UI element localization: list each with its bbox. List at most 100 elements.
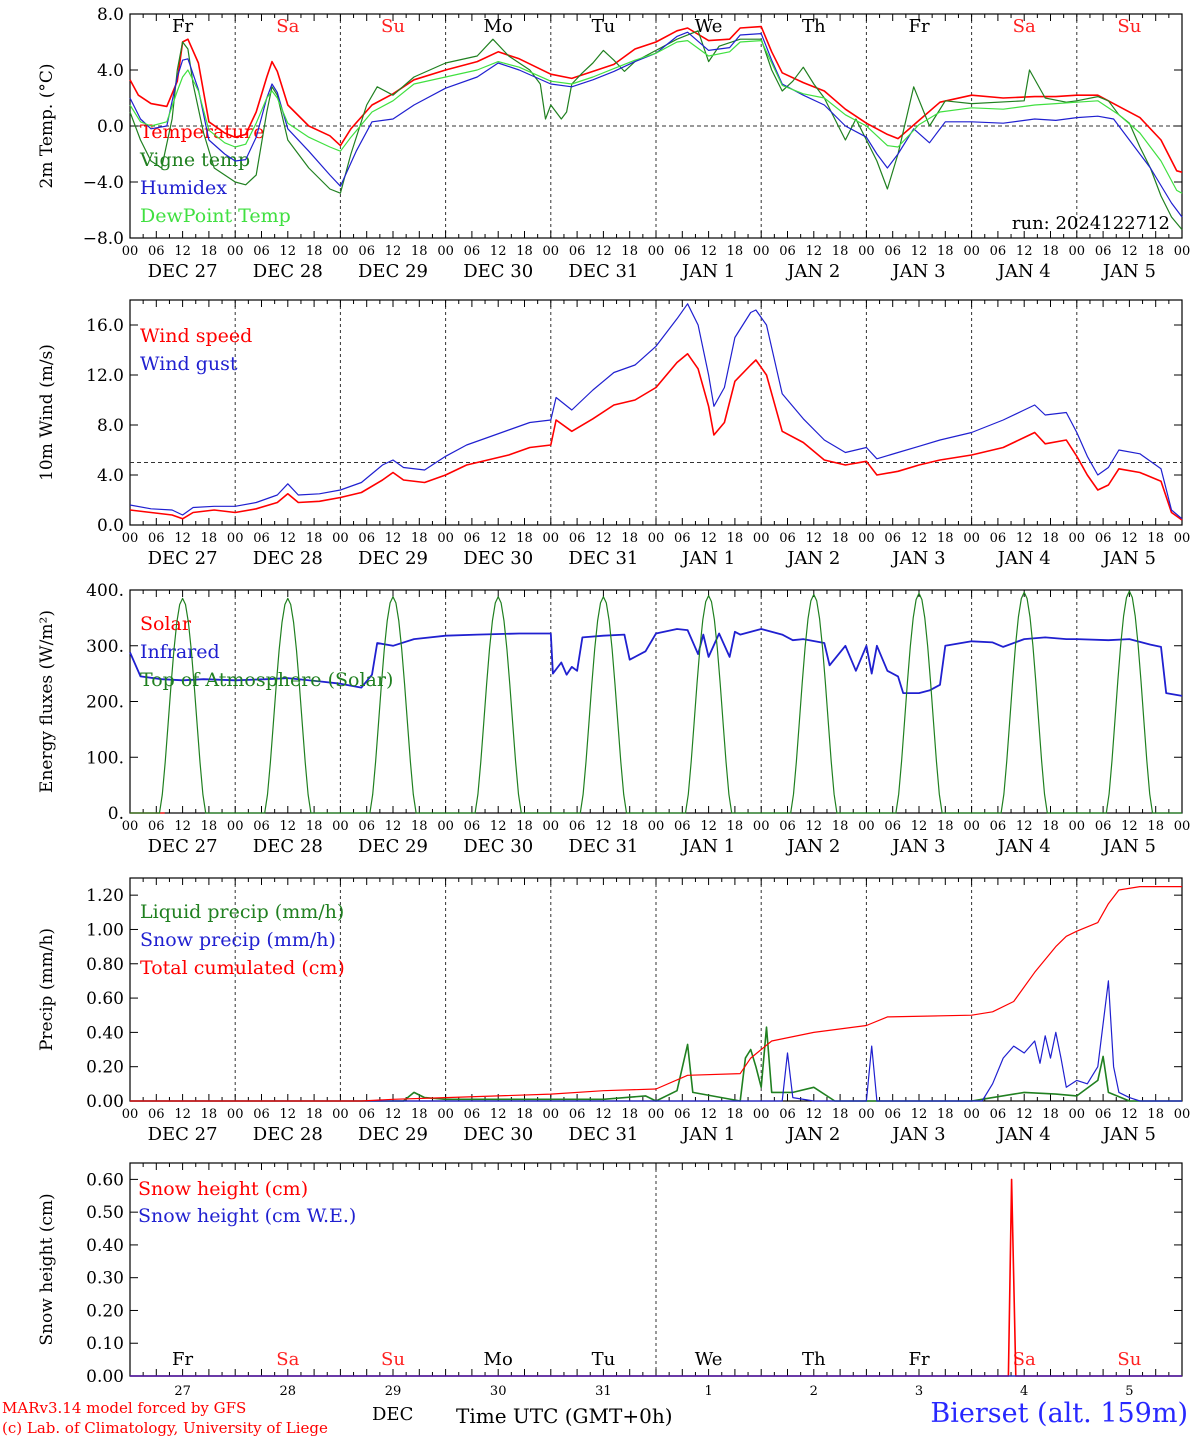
hour-tick-label: 00 [963, 819, 980, 834]
hour-tick-label: 18 [411, 1107, 428, 1122]
date-label: JAN 1 [680, 548, 735, 569]
date-label: JAN 1 [680, 261, 735, 282]
hour-tick-label: 18 [1042, 1107, 1059, 1122]
date-label: DEC 27 [148, 548, 218, 569]
weekday-label: Fr [172, 16, 193, 37]
plot-frame [129, 589, 1183, 814]
hour-tick-label: 18 [1147, 244, 1164, 259]
day-number-label: 27 [174, 1384, 191, 1399]
hour-tick-label: 06 [148, 819, 165, 834]
series-line-vigne-temp [129, 30, 1183, 230]
credit-line-2: (c) Lab. of Climatology, University of L… [2, 1419, 328, 1437]
y-tick-label: −8.0 [83, 229, 124, 249]
hour-tick-label: 18 [937, 819, 954, 834]
hour-tick-label: 00 [543, 1107, 560, 1122]
hour-tick-label: 06 [1095, 819, 1112, 834]
legend-entry: Snow height (cm) [138, 1178, 308, 1200]
y-tick-label: 0.40 [86, 1023, 124, 1043]
hour-tick-label: 06 [569, 531, 586, 546]
hour-tick-label: 12 [385, 819, 402, 834]
hour-tick-label: 18 [832, 819, 849, 834]
weekday-label: Mo [484, 16, 513, 37]
hour-tick-label: 12 [1016, 819, 1033, 834]
hour-tick-label: 12 [595, 244, 612, 259]
hour-tick-label: 06 [990, 531, 1007, 546]
series-line-top-of-atmosphere-solar- [130, 590, 1182, 814]
legend-entry: Solar [140, 613, 192, 635]
hour-tick-label: 18 [621, 244, 638, 259]
hour-tick-label: 06 [990, 244, 1007, 259]
date-label: DEC 31 [568, 261, 638, 282]
y-tick-label: −4.0 [83, 173, 124, 193]
credit-line-1: MARv3.14 model forced by GFS [2, 1399, 247, 1417]
hour-tick-label: 00 [648, 244, 665, 259]
date-label: DEC 29 [358, 548, 428, 569]
series-line-humidex [129, 31, 1183, 218]
date-label: JAN 4 [996, 836, 1051, 857]
hour-tick-label: 12 [280, 819, 297, 834]
hour-tick-label: 00 [332, 531, 349, 546]
hour-tick-label: 18 [201, 531, 218, 546]
hour-tick-label: 00 [1174, 819, 1191, 834]
date-label: JAN 3 [890, 548, 945, 569]
hour-tick-label: 06 [358, 531, 375, 546]
x-axis-title: Time UTC (GMT+0h) [456, 1404, 673, 1428]
hour-tick-label: 00 [227, 244, 244, 259]
hour-tick-label: 12 [1016, 531, 1033, 546]
hour-tick-label: 00 [963, 1107, 980, 1122]
hour-tick-label: 00 [753, 244, 770, 259]
weekday-label: Th [802, 1349, 826, 1370]
panel-temperature: −8.0 −4.0 0.0 4.0 8.0 2m Temp. (°C) 00 06 12 18 DE… [37, 5, 1190, 282]
legend-entry: Liquid precip (mm/h) [140, 901, 344, 923]
hour-tick-label: 00 [963, 531, 980, 546]
hour-tick-label: 00 [543, 244, 560, 259]
weekday-label: Mo [484, 1349, 513, 1370]
hour-tick-label: 18 [621, 531, 638, 546]
hour-tick-label: 00 [1069, 1107, 1086, 1122]
y-tick-label: 0.0 [97, 516, 124, 536]
hour-tick-label: 12 [280, 531, 297, 546]
series-line-liquid-precip-mm-h- [130, 1026, 1182, 1102]
hour-tick-label: 18 [1147, 1107, 1164, 1122]
hour-tick-label: 12 [806, 244, 823, 259]
y-tick-label: 8.0 [97, 416, 124, 436]
date-label: JAN 5 [1101, 548, 1156, 569]
hour-tick-label: 18 [516, 1107, 533, 1122]
day-number-label: 2 [810, 1384, 818, 1399]
y-axis-label: Snow height (cm) [37, 1193, 57, 1345]
date-label: JAN 5 [1101, 836, 1156, 857]
hour-tick-label: 12 [700, 244, 717, 259]
weekday-label: Fr [908, 1349, 929, 1370]
date-label: JAN 2 [785, 548, 840, 569]
hour-tick-label: 06 [464, 1107, 481, 1122]
hour-tick-label: 00 [122, 531, 139, 546]
y-tick-label: 0.40 [86, 1236, 124, 1256]
hour-tick-label: 18 [727, 244, 744, 259]
hour-tick-label: 18 [832, 531, 849, 546]
hour-tick-label: 00 [227, 1107, 244, 1122]
hour-tick-label: 06 [884, 244, 901, 259]
panel-precip: 0.00 0.20 0.40 0.60 0.80 1.00 1.20 Precip (mm/h… [37, 877, 1190, 1145]
hour-tick-label: 12 [385, 1107, 402, 1122]
date-label: JAN 2 [785, 836, 840, 857]
hour-tick-label: 12 [1016, 1107, 1033, 1122]
hour-tick-label: 18 [201, 1107, 218, 1122]
y-axis-label: Precip (mm/h) [37, 928, 57, 1051]
hour-tick-label: 06 [674, 244, 691, 259]
date-label: DEC 30 [463, 548, 533, 569]
hour-tick-label: 18 [937, 244, 954, 259]
series-line-snow-precip-mm-h- [130, 980, 1182, 1102]
y-axis-label: 10m Wind (m/s) [37, 344, 57, 481]
date-label: DEC 30 [463, 1124, 533, 1145]
hour-tick-label: 06 [358, 1107, 375, 1122]
hour-tick-label: 12 [490, 819, 507, 834]
y-tick-label: 0.00 [86, 1367, 124, 1387]
date-label: DEC 31 [568, 1124, 638, 1145]
y-tick-label: 0.50 [86, 1203, 124, 1223]
hour-tick-label: 00 [858, 531, 875, 546]
hour-tick-label: 06 [253, 819, 270, 834]
hour-tick-label: 12 [280, 1107, 297, 1122]
date-label: DEC 28 [253, 836, 323, 857]
hour-tick-label: 18 [516, 531, 533, 546]
hour-tick-label: 06 [1095, 531, 1112, 546]
